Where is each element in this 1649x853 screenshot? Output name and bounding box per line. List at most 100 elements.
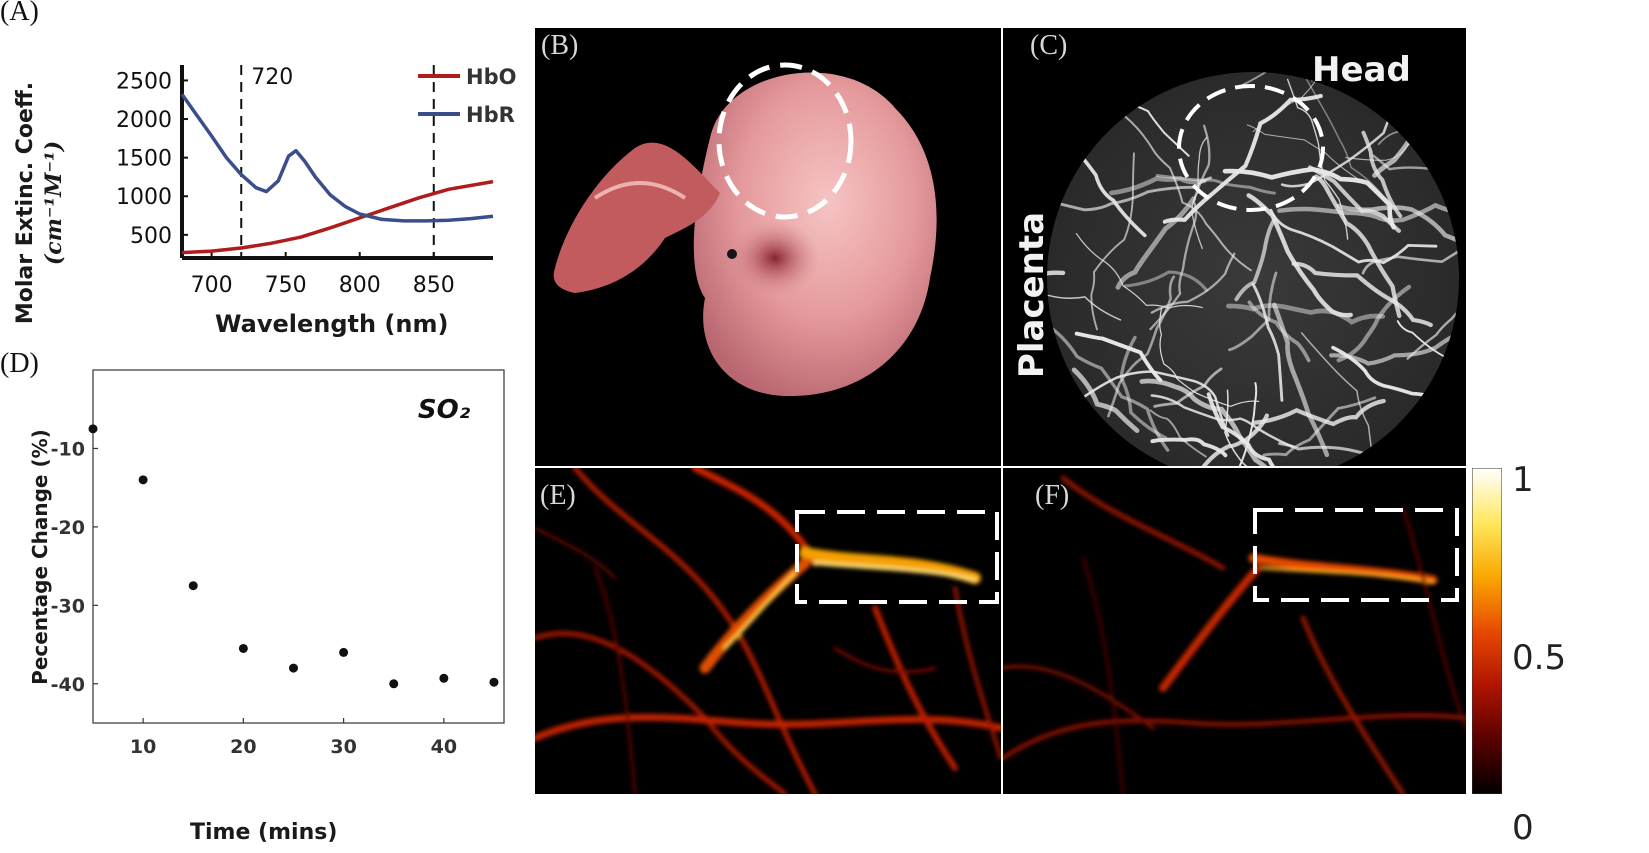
vessel-path <box>1139 378 1273 466</box>
chart-a-series-hbo <box>181 179 494 255</box>
vessel-path <box>1406 303 1459 360</box>
chart-a-series-hbr <box>180 93 494 223</box>
so2-scatter-chart: -10 -20 -30 -40 10 20 30 40 SO₂ <box>51 369 505 758</box>
chart-a-ylabel-line1: Molar Extinc. Coeff. <box>13 81 38 325</box>
vessel-path <box>1251 282 1284 402</box>
chart-d-xtick-label: 40 <box>431 736 457 758</box>
chart-d-point <box>439 673 449 683</box>
panel-b-letter: (B) <box>541 30 579 61</box>
vessel-path <box>1251 398 1386 427</box>
chart-a-ytick-label: 1500 <box>116 147 172 172</box>
vessel-path <box>1277 202 1459 223</box>
colorbar <box>1472 468 1502 794</box>
vessel-path <box>1206 392 1338 466</box>
vessel-path <box>1150 437 1228 458</box>
vessel-path <box>1155 174 1276 195</box>
chart-d-point <box>489 677 499 687</box>
chart-d-title: SO₂ <box>418 395 471 425</box>
vessel-path <box>1162 93 1323 224</box>
chart-d-ylabel: Pecentage Change (%) <box>28 429 52 685</box>
vessel-path <box>1230 382 1258 466</box>
vessel-path <box>1329 333 1457 366</box>
chart-a-ytick-label: 1000 <box>116 185 172 210</box>
chart-a-ytick-label: 500 <box>130 224 172 249</box>
panel-f-letter: (F) <box>1035 480 1070 511</box>
vessel-path <box>1246 124 1361 181</box>
head-highlight-circle-c <box>1177 84 1325 212</box>
vessel-path <box>1047 270 1066 296</box>
chart-d-xtick-label: 20 <box>230 736 256 758</box>
chart-d-xlabel: Time (mins) <box>190 820 338 845</box>
chart-a-ytick-label: 2500 <box>116 69 172 94</box>
oxygenation-map-f <box>1003 475 1466 794</box>
vessel-path <box>1224 389 1309 466</box>
chart-d-point <box>389 679 399 689</box>
vessel-path <box>1246 193 1353 318</box>
vessel-path <box>1361 244 1459 275</box>
vessel-path <box>1262 396 1377 457</box>
vessel-path <box>1291 261 1433 328</box>
panel-d-letter: (D) <box>0 348 39 379</box>
vessel-path <box>1153 367 1223 408</box>
panel-c-letter: (C) <box>1030 30 1068 61</box>
oxygenation-map-f-panel <box>1003 468 1466 794</box>
vessel-path <box>1222 166 1396 230</box>
vessel-path <box>1149 409 1207 458</box>
chart-a-legend-label: HbR <box>466 103 515 127</box>
chart-d-point <box>138 475 148 485</box>
chart-a-xlabel: Wavelength (nm) <box>215 310 449 338</box>
head-highlight-circle <box>716 62 854 220</box>
vessel-path <box>1269 208 1438 265</box>
chart-a-annotation: 720 <box>251 65 293 90</box>
vessel-path <box>1115 196 1197 290</box>
vessel-path <box>1361 130 1403 218</box>
chart-d-point <box>288 663 298 673</box>
vessel-path <box>1159 307 1260 407</box>
chart-d-ytick-label: -10 <box>51 438 85 460</box>
colorbar-tick-0-5: 0.5 <box>1512 638 1567 678</box>
chart-d-point <box>238 643 248 653</box>
chart-d-point <box>188 581 198 591</box>
vascular-image <box>1047 72 1459 466</box>
embryo-body <box>693 72 937 397</box>
chart-d-point <box>339 647 349 657</box>
vessel-path <box>1300 332 1376 466</box>
roi-box-e <box>795 510 999 604</box>
vessel-path <box>1123 270 1209 292</box>
vessel-path <box>1090 152 1135 331</box>
embryo-photo-panel <box>535 28 1001 466</box>
vessel-path <box>1107 275 1176 418</box>
vessel-path <box>1234 217 1277 302</box>
chart-a-xtick-label: 750 <box>265 273 307 298</box>
chart-d-frame <box>92 369 505 724</box>
colorbar-tick-1: 1 <box>1512 460 1534 500</box>
vessel-path <box>1396 320 1459 452</box>
vascular-image-panel <box>1003 28 1466 466</box>
vessel-path <box>1411 460 1459 466</box>
vessel-path <box>1123 115 1252 272</box>
oxygenation-map-e <box>535 468 1001 794</box>
chart-d-xtick-label: 30 <box>330 736 356 758</box>
vessel-path <box>1119 335 1168 440</box>
chart-d-point <box>88 424 98 434</box>
chart-a-xtick-label: 850 <box>413 273 455 298</box>
head-label: Head <box>1312 50 1411 90</box>
panel-e-letter: (E) <box>540 480 576 511</box>
placenta-label: Placenta <box>1012 211 1052 379</box>
vessel-path <box>1226 303 1386 325</box>
placenta-tissue <box>553 142 720 293</box>
roi-box-f <box>1253 508 1459 602</box>
vessel-path <box>1150 394 1295 449</box>
colorbar-tick-0: 0 <box>1512 808 1534 848</box>
chart-a-ytick-label: 2000 <box>116 108 172 133</box>
vessel-path <box>1252 80 1316 133</box>
vessel-path <box>1228 271 1278 352</box>
panel-a-letter: (A) <box>0 0 39 27</box>
chart-a-ylabel-line2: (cm⁻¹M⁻¹) <box>41 140 67 266</box>
vessel-path <box>1071 367 1140 433</box>
spectrum-chart: 500 1000 1500 2000 2500 700 750 800 850 720 HbO HbR <box>116 65 516 298</box>
chart-a-ylabel: Molar Extinc. Coeff. (cm⁻¹M⁻¹) <box>12 53 68 353</box>
vessel-path <box>1150 252 1236 314</box>
embryo-photo <box>553 62 937 397</box>
vessel-path <box>1272 302 1330 458</box>
